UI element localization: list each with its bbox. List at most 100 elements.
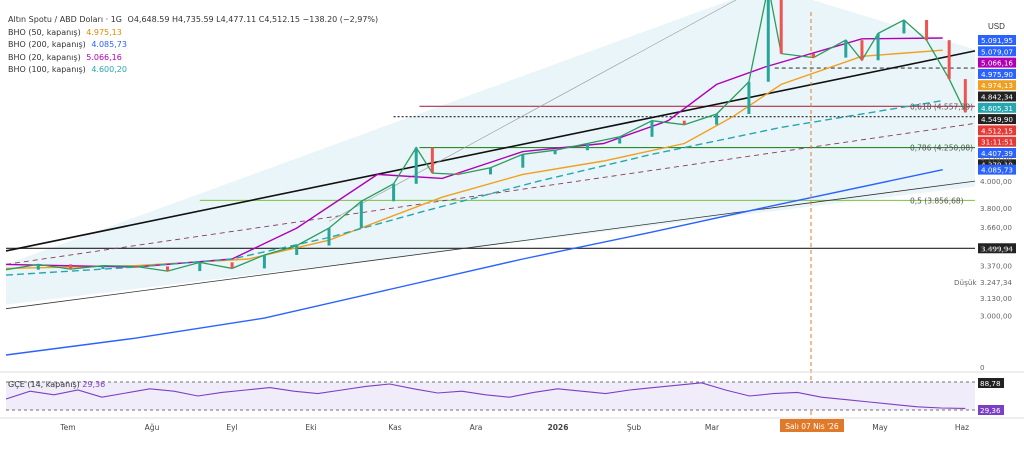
- x-tick-label: Eki: [305, 423, 316, 432]
- y-tick-label: 4.000,00: [980, 177, 1012, 186]
- candle: [359, 201, 363, 229]
- price-tag: [978, 102, 1016, 113]
- legend-value: 4.975,13: [86, 27, 122, 37]
- x-tick-label: Şub: [627, 423, 642, 432]
- candle: [947, 40, 951, 80]
- candle: [860, 40, 864, 61]
- legend-label: BHO (20, kapanış): [8, 52, 81, 62]
- fib-label-2: 0,786 (4.250,08): [910, 144, 973, 153]
- price-tag-text: 4.974,13: [981, 81, 1013, 90]
- candle: [715, 113, 719, 125]
- legend-row-ma20[interactable]: BHO (20, kapanış) 5.066,16: [8, 52, 378, 65]
- candle: [456, 173, 460, 176]
- legend-row-ma200[interactable]: BHO (200, kapanış) 4.085,73: [8, 39, 378, 52]
- candle: [198, 262, 202, 272]
- x-tick-label: Tem: [59, 423, 75, 432]
- candle: [521, 154, 525, 168]
- price-tag-text: 4.085,73: [981, 166, 1013, 175]
- legend-label: BHO (100, kapanış): [8, 65, 86, 74]
- low-label: Düşük: [954, 278, 977, 287]
- rsi-legend[interactable]: GÇE (14, kapanış) 29,36: [8, 380, 105, 389]
- upper-thin-trendline: [328, 0, 737, 222]
- legend-label: BHO (200, kapanış): [8, 40, 86, 49]
- price-tag-text: 5.066,16: [981, 59, 1013, 68]
- legend-value: 4.600,20: [91, 65, 127, 74]
- price-tag: [978, 114, 1016, 125]
- price-tag-text: 4.512,15: [981, 126, 1013, 135]
- y-tick-label: 3.800,00: [980, 204, 1012, 213]
- price-tag-text: 5.091,95: [981, 36, 1013, 45]
- x-tick-label: Kas: [388, 423, 401, 432]
- candle: [295, 245, 299, 255]
- dashed-trendline: [5, 122, 976, 265]
- price-tag: [978, 148, 1016, 158]
- candle: [925, 20, 929, 41]
- candle: [69, 264, 73, 270]
- x-tick-label: Ara: [470, 423, 483, 432]
- x-tick-label: May: [872, 423, 888, 432]
- candle: [902, 20, 906, 34]
- crosshair-date-tag: [780, 419, 844, 432]
- price-tag-text: 4.842,34: [981, 93, 1013, 102]
- candle: [101, 265, 105, 270]
- lower-trendline: [5, 180, 976, 310]
- price-tag: [978, 164, 1016, 175]
- y-tick-label: 3.000,00: [980, 311, 1012, 320]
- candle: [963, 79, 967, 113]
- price-tag-text: 3.499,94: [981, 244, 1013, 253]
- y-tick-label: 3.499,94: [980, 244, 1012, 253]
- y-tick-label: 3.660,00: [980, 223, 1012, 232]
- candle: [262, 254, 266, 269]
- price-tag: [978, 91, 1016, 102]
- price-tag: [978, 125, 1016, 136]
- rsi-line: [5, 382, 966, 409]
- legend-value: 5.066,16: [86, 52, 122, 62]
- price-tag: [978, 159, 1016, 170]
- price-tag-text: 31:11:51: [981, 138, 1013, 147]
- legend-label: BHO (50, kapanış): [8, 27, 81, 37]
- candle: [327, 228, 331, 246]
- major-trendline: [5, 50, 976, 252]
- candle: [553, 150, 557, 155]
- price-tag-text: 4.407,39: [981, 149, 1013, 158]
- price-tag: [978, 35, 1016, 45]
- candle: [618, 136, 622, 144]
- price-tag: [978, 68, 1016, 79]
- price-tag-text: 4.605,31: [981, 104, 1013, 113]
- x-tick-label: Haz: [955, 423, 969, 432]
- rsi-band: [6, 382, 975, 410]
- candle: [585, 143, 589, 151]
- candle: [876, 33, 880, 61]
- y-tick-label: 3.247,34: [980, 278, 1012, 287]
- series-line-1: [5, 169, 943, 356]
- legend-row-ma100[interactable]: BHO (100, kapanış) 4.600,20: [8, 64, 378, 77]
- price-tag-text: 4.975,90: [981, 70, 1013, 79]
- y-tick-label: 3.130,00: [980, 294, 1012, 303]
- price-tag: [978, 46, 1016, 57]
- x-tick-label: Eyl: [226, 423, 237, 432]
- rsi-tag-text: 29,36: [980, 406, 1001, 415]
- candle: [766, 0, 770, 82]
- price-tag: [978, 136, 1016, 147]
- candle: [812, 53, 815, 58]
- rsi-tag: [978, 378, 1004, 388]
- price-tag: [978, 243, 1016, 254]
- candle: [682, 120, 686, 125]
- price-tag-text: 5.079,07: [981, 47, 1013, 56]
- fib-label-3: 0,5 (3.856,68): [910, 196, 964, 205]
- price-tag: [978, 57, 1016, 68]
- candle: [166, 266, 169, 272]
- y-tick-label: 3.370,00: [980, 262, 1012, 271]
- currency-label: USD: [988, 22, 1005, 31]
- candle: [747, 81, 751, 114]
- price-tag: [978, 80, 1016, 91]
- candle: [650, 120, 654, 137]
- legend-value: 4.085,73: [91, 40, 127, 49]
- x-tick-label: Mar: [705, 423, 720, 432]
- x-tick-label: Ağu: [145, 423, 160, 432]
- rsi-label: GÇE (14, kapanış): [8, 380, 80, 389]
- legend-row-ma50[interactable]: BHO (50, kapanış) 4.975,13: [8, 27, 378, 40]
- y-tick-label: 4.170,00: [980, 154, 1012, 163]
- crosshair-date-text: Salı 07 Nis '26: [785, 422, 839, 431]
